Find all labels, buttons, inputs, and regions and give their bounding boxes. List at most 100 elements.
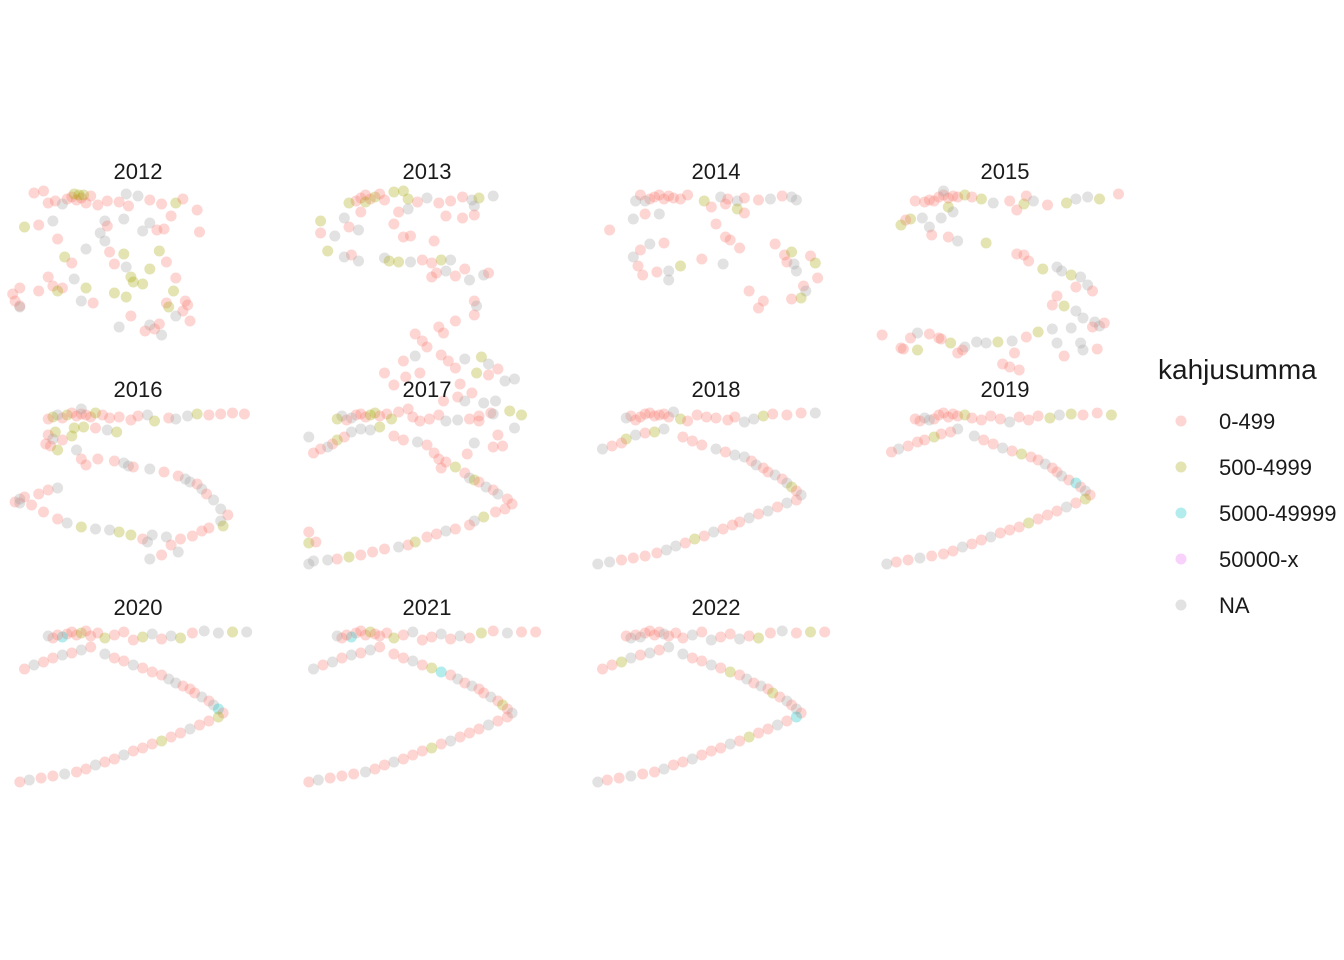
data-point xyxy=(658,193,670,205)
data-point xyxy=(137,662,149,674)
data-point xyxy=(56,198,68,210)
data-point xyxy=(19,221,30,233)
data-point xyxy=(1053,409,1065,421)
data-point xyxy=(613,772,625,784)
data-point xyxy=(746,455,757,467)
data-point xyxy=(987,438,999,450)
data-point xyxy=(101,220,113,232)
data-point xyxy=(66,191,78,203)
data-point xyxy=(748,677,760,689)
data-point xyxy=(938,189,949,201)
data-point xyxy=(1056,265,1068,277)
data-point xyxy=(94,227,106,239)
data-point xyxy=(308,447,319,459)
data-point xyxy=(454,378,466,390)
data-point xyxy=(421,531,433,543)
data-point xyxy=(625,770,637,782)
data-point xyxy=(475,627,487,639)
data-point xyxy=(1094,193,1105,205)
data-point xyxy=(966,538,978,550)
data-point xyxy=(172,546,184,558)
data-point xyxy=(468,209,480,221)
data-point xyxy=(663,411,675,423)
data-point xyxy=(942,192,954,204)
data-point xyxy=(38,506,49,518)
data-point xyxy=(790,194,802,206)
data-point xyxy=(397,652,409,664)
data-point xyxy=(1094,320,1105,332)
data-point xyxy=(992,336,1004,348)
data-point xyxy=(686,753,698,765)
data-point xyxy=(374,641,386,653)
facet-title: 2014 xyxy=(692,159,741,184)
data-point xyxy=(440,265,452,277)
data-point xyxy=(1023,414,1035,426)
data-point xyxy=(468,295,480,307)
data-point xyxy=(405,256,416,268)
data-point xyxy=(1061,501,1072,513)
data-point xyxy=(416,659,428,671)
data-point xyxy=(893,443,905,455)
data-point xyxy=(786,481,798,493)
data-point xyxy=(616,554,627,566)
data-point xyxy=(38,656,49,668)
data-point xyxy=(426,662,438,674)
data-point xyxy=(238,408,250,420)
data-point xyxy=(959,189,971,201)
data-point xyxy=(42,271,54,283)
data-point xyxy=(338,251,350,263)
data-point xyxy=(757,295,769,307)
data-point xyxy=(45,440,56,452)
data-point xyxy=(634,649,646,661)
data-point xyxy=(677,431,689,443)
data-point xyxy=(151,224,163,236)
data-point xyxy=(743,512,755,524)
legend-label: 0-499 xyxy=(1219,409,1275,434)
data-point xyxy=(85,630,97,642)
data-point xyxy=(308,555,319,567)
data-point xyxy=(653,208,665,220)
data-point xyxy=(191,478,203,490)
data-point xyxy=(165,210,177,222)
data-point xyxy=(975,534,987,546)
data-point xyxy=(156,633,168,645)
data-point xyxy=(367,546,379,558)
data-point xyxy=(360,629,371,641)
data-point xyxy=(790,485,802,497)
data-point xyxy=(900,214,912,226)
data-point xyxy=(501,711,513,723)
data-point xyxy=(350,409,362,421)
data-point xyxy=(715,662,727,674)
data-point xyxy=(644,625,656,637)
data-point xyxy=(341,414,353,426)
data-point xyxy=(1020,331,1032,343)
data-point xyxy=(947,408,959,420)
data-point xyxy=(710,412,722,424)
data-point xyxy=(66,626,78,638)
data-point xyxy=(156,198,168,210)
data-point xyxy=(407,655,419,667)
data-point xyxy=(108,287,120,299)
data-point xyxy=(348,768,360,780)
data-point xyxy=(501,493,513,505)
data-point xyxy=(374,188,386,200)
data-point xyxy=(658,408,670,420)
data-point xyxy=(795,407,807,419)
data-point xyxy=(738,416,750,428)
data-point xyxy=(1061,197,1072,209)
data-point xyxy=(1065,269,1077,281)
data-point xyxy=(776,190,788,202)
data-point xyxy=(144,194,156,206)
data-point xyxy=(748,413,760,425)
data-point xyxy=(203,522,215,534)
data-point xyxy=(753,302,764,314)
data-point xyxy=(397,753,409,765)
data-point xyxy=(952,235,964,247)
data-point xyxy=(331,553,343,565)
data-point xyxy=(324,772,336,784)
data-point xyxy=(388,218,400,230)
data-point xyxy=(1046,299,1058,311)
data-point xyxy=(1011,248,1023,260)
data-point xyxy=(379,759,390,771)
data-point xyxy=(691,409,703,421)
